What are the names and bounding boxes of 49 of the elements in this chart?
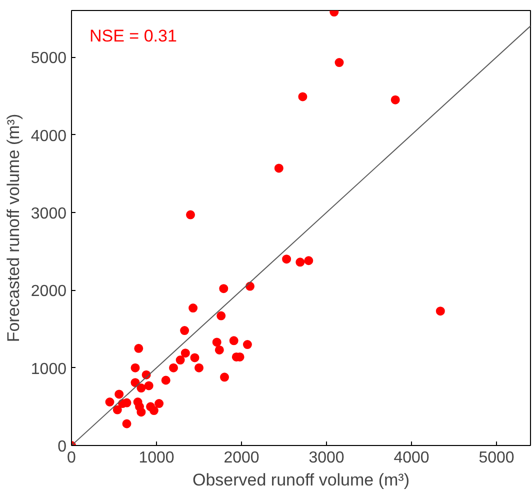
point xyxy=(180,348,190,358)
point xyxy=(169,363,178,372)
point xyxy=(214,345,224,354)
x-tick-label: 4000 xyxy=(394,450,430,466)
x-tick-label: 3000 xyxy=(308,450,344,466)
point xyxy=(122,419,132,428)
y-axis-title: Forecasted runoff volume (m³) xyxy=(4,114,23,342)
point xyxy=(282,254,292,264)
x-axis-title: Observed runoff volume (m³) xyxy=(192,470,410,490)
point xyxy=(114,390,124,399)
point xyxy=(144,381,154,390)
y-tick-label: 3000 xyxy=(30,205,67,222)
y-tick-label: 0 xyxy=(58,438,67,456)
point xyxy=(112,405,122,414)
point xyxy=(229,336,238,346)
point xyxy=(105,398,114,406)
point xyxy=(161,376,170,385)
point xyxy=(304,256,314,266)
point xyxy=(242,340,252,350)
point xyxy=(216,311,226,320)
point xyxy=(136,384,146,393)
point xyxy=(194,363,204,372)
point xyxy=(334,58,344,68)
point xyxy=(188,304,198,312)
y-tick-label: 4000 xyxy=(30,128,67,145)
point xyxy=(136,408,146,417)
point xyxy=(149,406,158,416)
point xyxy=(220,372,229,382)
x-tick-label: 2000 xyxy=(224,450,260,466)
point xyxy=(190,353,200,362)
point xyxy=(180,326,190,336)
y-tick-label: 1000 xyxy=(30,360,67,378)
point xyxy=(390,95,400,104)
point xyxy=(219,284,228,294)
x-tick-label: 5000 xyxy=(478,450,514,466)
point xyxy=(176,356,185,365)
point xyxy=(130,363,140,372)
point xyxy=(154,399,164,408)
point xyxy=(298,92,308,102)
point xyxy=(186,210,195,220)
point xyxy=(134,344,144,353)
y-tick-label: 5000 xyxy=(30,50,67,68)
point xyxy=(436,306,445,316)
point xyxy=(274,164,284,173)
point xyxy=(296,258,305,267)
x-tick-label: 1000 xyxy=(138,450,174,466)
point xyxy=(212,338,222,347)
y-tick-label: 2000 xyxy=(30,283,67,300)
annotation: NSE = 0.31 xyxy=(90,26,177,46)
